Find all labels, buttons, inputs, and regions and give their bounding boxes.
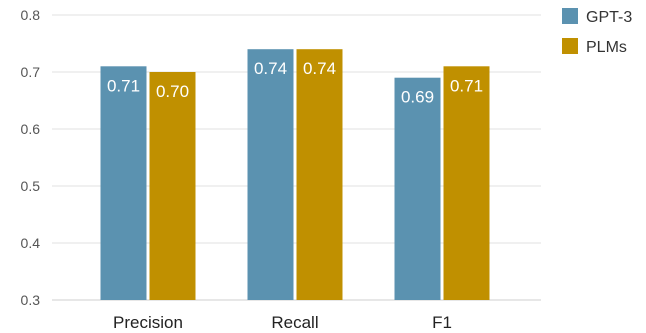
y-tick-label: 0.4 bbox=[21, 235, 41, 251]
data-label: 0.74 bbox=[254, 59, 287, 78]
legend-label: PLMs bbox=[586, 39, 627, 56]
bar-gpt-3-f1 bbox=[394, 77, 441, 300]
bar-plms-recall bbox=[296, 49, 343, 301]
legend-label: GPT-3 bbox=[586, 9, 632, 26]
legend: GPT-3 PLMs bbox=[562, 8, 632, 56]
bar-plms-f1 bbox=[443, 66, 490, 300]
category-label: Precision bbox=[113, 313, 183, 332]
x-axis-category-labels: Precision Recall F1 bbox=[113, 313, 452, 332]
data-label: 0.70 bbox=[156, 82, 189, 101]
data-label: 0.71 bbox=[450, 76, 483, 95]
category-label: F1 bbox=[432, 313, 452, 332]
bar-plms-precision bbox=[149, 72, 196, 300]
data-label: 0.71 bbox=[107, 76, 140, 95]
bars bbox=[100, 49, 490, 301]
y-axis-tick-labels: 0.3 0.4 0.5 0.6 0.7 0.8 bbox=[21, 7, 41, 308]
y-tick-label: 0.3 bbox=[21, 292, 41, 308]
data-labels: 0.71 0.70 0.74 0.74 0.69 0.71 bbox=[107, 59, 483, 107]
data-label: 0.69 bbox=[401, 88, 434, 107]
legend-swatch bbox=[562, 38, 578, 54]
category-label: Recall bbox=[271, 313, 318, 332]
bar-gpt-3-recall bbox=[247, 49, 294, 301]
y-tick-label: 0.7 bbox=[21, 64, 41, 80]
y-tick-label: 0.5 bbox=[21, 178, 41, 194]
legend-item: GPT-3 bbox=[562, 8, 632, 26]
legend-swatch bbox=[562, 8, 578, 24]
y-tick-label: 0.8 bbox=[21, 7, 41, 23]
y-tick-label: 0.6 bbox=[21, 121, 41, 137]
data-label: 0.74 bbox=[303, 59, 336, 78]
bar-gpt-3-precision bbox=[100, 66, 147, 300]
legend-item: PLMs bbox=[562, 38, 627, 56]
